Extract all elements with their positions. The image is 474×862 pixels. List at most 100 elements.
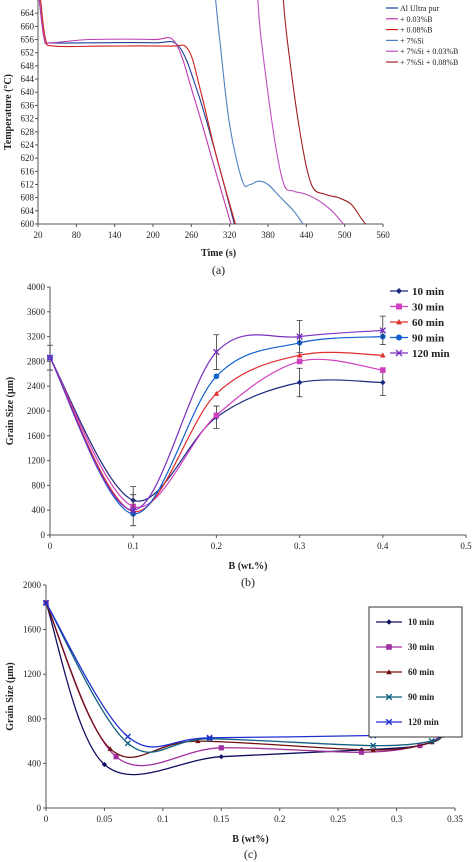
legend-swatch-marker — [385, 718, 393, 726]
legend-label: 120 min — [412, 348, 450, 360]
y-tick-label: 800 — [32, 480, 46, 490]
y-tick-label: 400 — [32, 505, 46, 515]
legend-swatch-marker — [395, 349, 403, 357]
y-tick-label: 1200 — [27, 456, 46, 466]
y-tick-label: 2400 — [27, 381, 46, 391]
y-tick-label: 2000 — [23, 580, 42, 590]
y-tick-label: 664 — [21, 8, 35, 18]
data-point — [380, 352, 386, 358]
legend-label: + 7%Si + 0.03%B — [400, 47, 458, 56]
series-line — [49, 329, 383, 511]
y-tick-label: 2800 — [27, 356, 46, 366]
y-tick-label: 1600 — [23, 625, 42, 635]
legend-swatch-marker — [396, 319, 402, 325]
legend-swatch-marker — [386, 669, 392, 675]
x-tick-label: 0.3 — [391, 814, 403, 824]
data-point — [296, 379, 303, 386]
x-tick-label: 140 — [108, 230, 122, 240]
y-tick-label: 612 — [21, 179, 35, 189]
legend: 10 min 30 min 60 min 90 min 120 min — [368, 606, 463, 738]
legend-swatch-marker — [396, 288, 402, 294]
legend-label: 10 min — [408, 617, 434, 627]
x-tick-label: 0.2 — [274, 814, 285, 824]
panel-label: (a) — [212, 263, 225, 277]
panel-c-grain-size-chart: 0 400 800 1200 1600 2000 0 0.05 0.1 0.15 0.2 0.25 0.… — [5, 580, 463, 861]
data-point — [296, 358, 303, 365]
x-tick-label: 0.3 — [294, 541, 306, 551]
y-tick-label: 652 — [21, 48, 35, 58]
data-point — [370, 747, 376, 753]
y-tick-label: 616 — [21, 166, 35, 176]
x-tick-label: 0.35 — [447, 814, 463, 824]
x-tick-label: 0.25 — [330, 814, 346, 824]
x-tick-label: 0.15 — [213, 814, 229, 824]
x-tick-label: 0.5 — [460, 541, 472, 551]
series-line — [49, 351, 383, 513]
x-tick-label: 0 — [48, 541, 53, 551]
y-axis-label: Temperature (°C) — [3, 74, 14, 150]
y-tick-label: 1600 — [27, 431, 46, 441]
data-point — [380, 367, 386, 373]
data-point — [428, 738, 435, 745]
y-tick-label: 636 — [21, 100, 35, 110]
y-tick-label: 4000 — [27, 282, 46, 292]
y-tick-label: 632 — [21, 114, 35, 124]
legend-label: 30 min — [412, 302, 444, 314]
y-tick-label: 600 — [21, 219, 35, 229]
series-line-2 — [38, 0, 232, 224]
legend-swatch-marker — [396, 303, 402, 310]
y-tick-label: 0 — [41, 530, 46, 540]
legend-label: 60 min — [408, 667, 434, 677]
panel-b-grain-size-chart: 0 400 800 1200 1600 2000 2400 2800 3200 3600 4000 0… — [5, 282, 472, 589]
data-point — [380, 379, 386, 386]
series-1 — [47, 344, 386, 515]
legend-label: 30 min — [408, 642, 434, 652]
x-tick-label: 80 — [72, 230, 82, 240]
series-line-6 — [282, 0, 367, 224]
y-tick-label: 628 — [21, 127, 35, 137]
series-line-5 — [257, 0, 344, 224]
x-tick-label: 0.2 — [211, 541, 222, 551]
legend: 10 min 30 min 60 min 90 min 120 min — [390, 286, 450, 360]
data-point — [124, 740, 131, 747]
legend-swatch-marker — [385, 693, 393, 701]
data-point — [370, 742, 377, 749]
y-tick-label: 0 — [37, 803, 42, 813]
data-point — [46, 354, 54, 361]
legend-label: + 0.03%B — [400, 15, 433, 24]
y-tick-label: 604 — [21, 206, 35, 216]
legend-label: + 7%Si + 0.08%B — [400, 58, 458, 67]
data-point — [213, 412, 220, 419]
data-point — [213, 373, 220, 380]
y-tick-label: 608 — [21, 193, 35, 203]
data-point — [218, 754, 224, 760]
x-tick-label: 380 — [261, 230, 275, 240]
y-tick-label: 648 — [21, 61, 35, 71]
y-tick-label: 2000 — [27, 406, 46, 416]
legend-label: 120 min — [408, 717, 439, 727]
y-tick-label: 400 — [28, 758, 42, 768]
y-tick-label: 660 — [21, 21, 35, 31]
data-point — [195, 738, 201, 744]
x-tick-label: 440 — [300, 230, 314, 240]
legend-label: 90 min — [412, 333, 444, 345]
y-axis-label: Grain Size (µm) — [5, 662, 16, 731]
series-line — [49, 357, 383, 508]
legend-label: + 7%Si — [400, 36, 425, 45]
data-point — [218, 745, 224, 751]
series-line-3 — [40, 0, 236, 224]
data-point — [379, 327, 387, 334]
x-tick-label: 0.4 — [377, 541, 389, 551]
y-tick-label: 3600 — [27, 307, 46, 317]
legend-swatch-marker — [386, 619, 392, 625]
x-axis-label: B (wt%) — [232, 834, 268, 845]
data-point — [296, 352, 303, 358]
data-point — [101, 761, 108, 768]
data-point — [296, 333, 303, 340]
data-point — [213, 348, 220, 356]
series-5 — [46, 315, 387, 527]
data-point — [113, 754, 119, 760]
x-tick-label: 0.1 — [157, 814, 168, 824]
x-tick-label: 200 — [146, 230, 160, 240]
